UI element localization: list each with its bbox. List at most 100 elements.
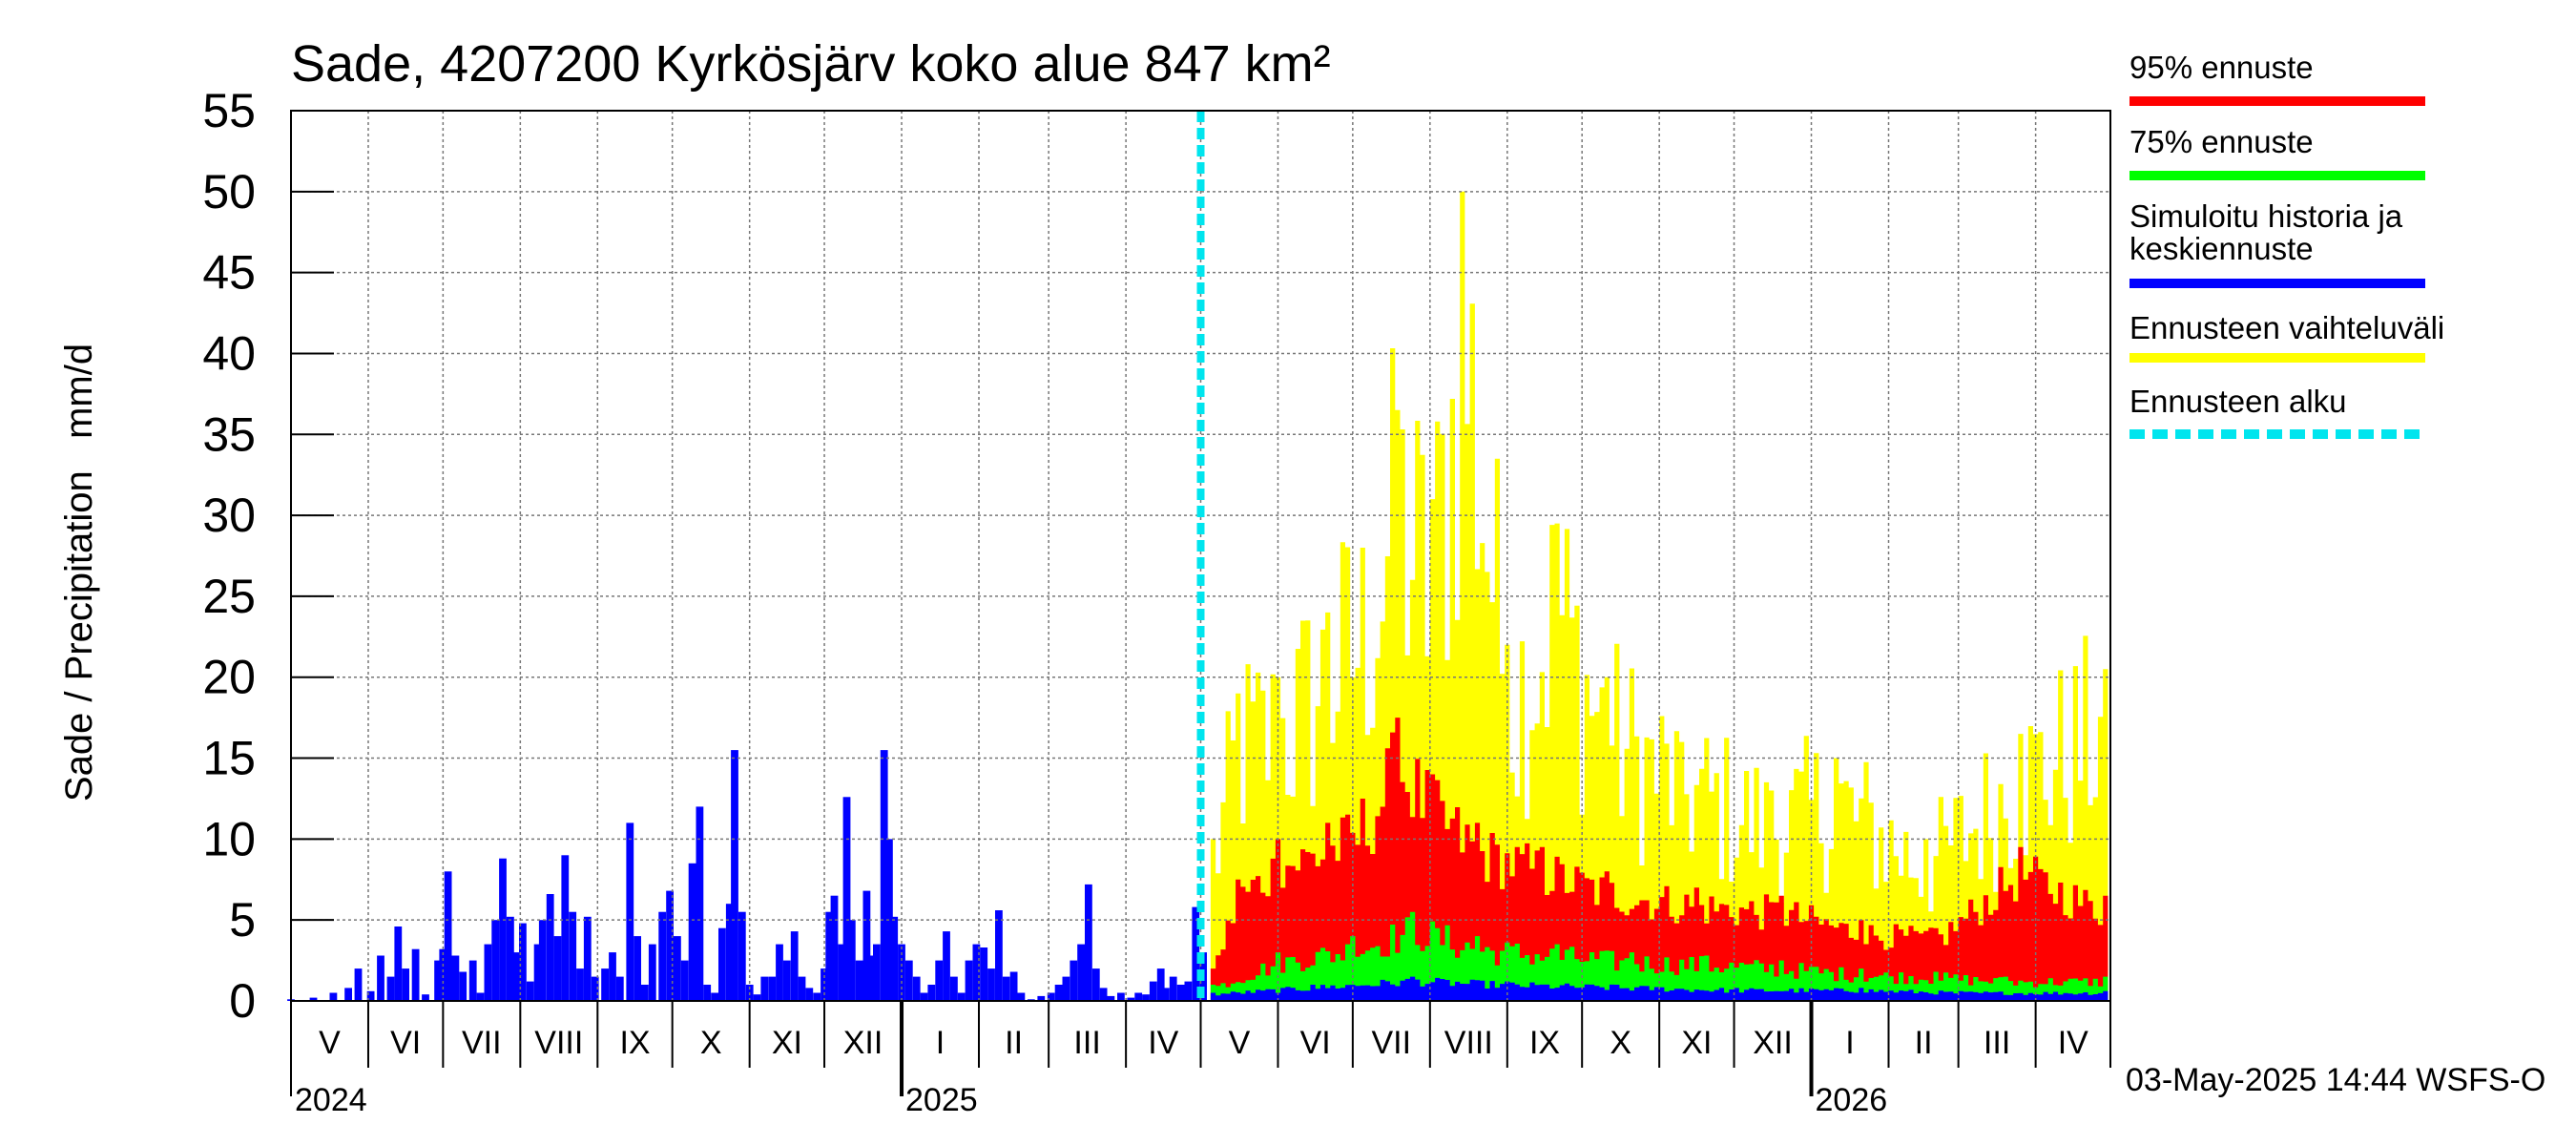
month-label: IV (1148, 1025, 1178, 1061)
month-label: VI (390, 1025, 421, 1061)
history-bar (451, 955, 460, 1001)
history-bar (658, 911, 667, 1001)
history-bar (1070, 960, 1078, 1001)
y-tick-label: 55 (202, 84, 256, 137)
history-bar (1077, 944, 1085, 1001)
history-bar (459, 971, 467, 1001)
history-bar (873, 944, 881, 1001)
history-bar (533, 944, 542, 1001)
month-label: III (1984, 1025, 2010, 1061)
history-bar (1091, 968, 1100, 1001)
history-bar (935, 960, 944, 1001)
history-bar (1192, 906, 1200, 1001)
history-bar (943, 931, 950, 1001)
history-bar (898, 944, 905, 1001)
history-bar (1062, 976, 1070, 1001)
history-bar (569, 911, 577, 1001)
history-bar (680, 960, 689, 1001)
year-label: 2024 (295, 1082, 367, 1118)
history-bar (1107, 995, 1115, 1001)
history-bar (760, 976, 769, 1001)
legend: 95% ennuste 75% ennuste Simuloitu historia… (2129, 50, 2444, 439)
month-label: III (1073, 1025, 1100, 1061)
month-label: VII (1372, 1025, 1412, 1061)
legend-label: Simuloitu historia ja (2129, 198, 2403, 234)
history-bar (591, 976, 599, 1001)
y-tick-label: 40 (202, 326, 256, 380)
history-bar (867, 955, 876, 1001)
month-label: XI (772, 1025, 802, 1061)
history-bar (904, 960, 913, 1001)
history-bar (972, 944, 981, 1001)
month-label: V (1229, 1025, 1251, 1061)
history-bar (634, 936, 641, 1001)
history-bar (830, 895, 839, 1001)
month-label: IX (619, 1025, 650, 1061)
history-bar (1149, 981, 1157, 1001)
history-bar (329, 992, 338, 1001)
history-bar (434, 960, 442, 1001)
y-tick-label: 30 (202, 489, 256, 542)
y-tick-label: 25 (202, 570, 256, 623)
year-label: 2026 (1816, 1082, 1888, 1118)
history-bar (1134, 992, 1143, 1001)
month-label: XII (1753, 1025, 1793, 1061)
history-bar (601, 968, 609, 1001)
history-bar (1099, 988, 1108, 1001)
history-bar (553, 936, 562, 1001)
month-label: IV (2058, 1025, 2088, 1061)
history-bar (1142, 994, 1150, 1001)
history-bar (718, 927, 726, 1001)
history-bar (499, 858, 507, 1001)
timestamp-label: 03-May-2025 14:44 WSFS-O (2126, 1062, 2545, 1098)
y-tick-label: 50 (202, 165, 256, 219)
month-labels: V VI VII VIII IX X XI XII I II III IV V VI VII VIII IX X X… (319, 1025, 2088, 1061)
y-tick-label: 0 (229, 974, 256, 1028)
history-bar (890, 916, 899, 1001)
month-label: VIII (534, 1025, 583, 1061)
history-bar (847, 920, 856, 1001)
history-bar (880, 750, 888, 1001)
history-bar (842, 797, 851, 1001)
p75-band (1210, 911, 2109, 1001)
history-bar (561, 855, 570, 1001)
history-bar (1085, 884, 1092, 1001)
history-bar (1156, 968, 1165, 1001)
history-bar (965, 960, 973, 1001)
p75-forecast-area (1210, 911, 2109, 1001)
history-bar (609, 952, 616, 1001)
history-bar (927, 985, 936, 1001)
history-bar (354, 968, 363, 1001)
history-bar (798, 976, 806, 1001)
history-bar (386, 976, 395, 1001)
history-bar (411, 948, 420, 1001)
history-bar (538, 920, 547, 1001)
history-bar (666, 890, 674, 1001)
history-bar (576, 968, 584, 1001)
month-label: VIII (1444, 1025, 1493, 1061)
history-bar (711, 992, 718, 1001)
y-tick-label: 10 (202, 812, 256, 865)
chart-title: Sade, 4207200 Kyrkösjärv koko alue 847 k… (291, 35, 1331, 93)
history-bar (1054, 985, 1063, 1001)
history-bar (422, 994, 429, 1001)
history-bar (862, 890, 871, 1001)
y-tick-label: 20 (202, 651, 256, 704)
history-bar (394, 926, 403, 1001)
legend-label: Ennusteen alku (2129, 384, 2347, 419)
y-tick-label: 15 (202, 732, 256, 785)
legend-label: Ennusteen vaihteluväli (2129, 310, 2444, 345)
legend-label: 95% ennuste (2129, 50, 2314, 85)
history-bar (950, 976, 958, 1001)
history-bar (1184, 981, 1193, 1001)
y-tick-label: 5 (229, 893, 256, 947)
history-bar (731, 750, 738, 1001)
month-label: XII (843, 1025, 883, 1061)
y-tick-labels: 0 5 10 15 20 25 30 35 40 45 50 55 (202, 84, 256, 1028)
history-bar (1009, 971, 1018, 1001)
history-bar (790, 931, 799, 1001)
month-label: IX (1529, 1025, 1560, 1061)
history-bar (957, 992, 966, 1001)
history-bar (377, 955, 384, 1001)
history-bar (519, 923, 527, 1001)
